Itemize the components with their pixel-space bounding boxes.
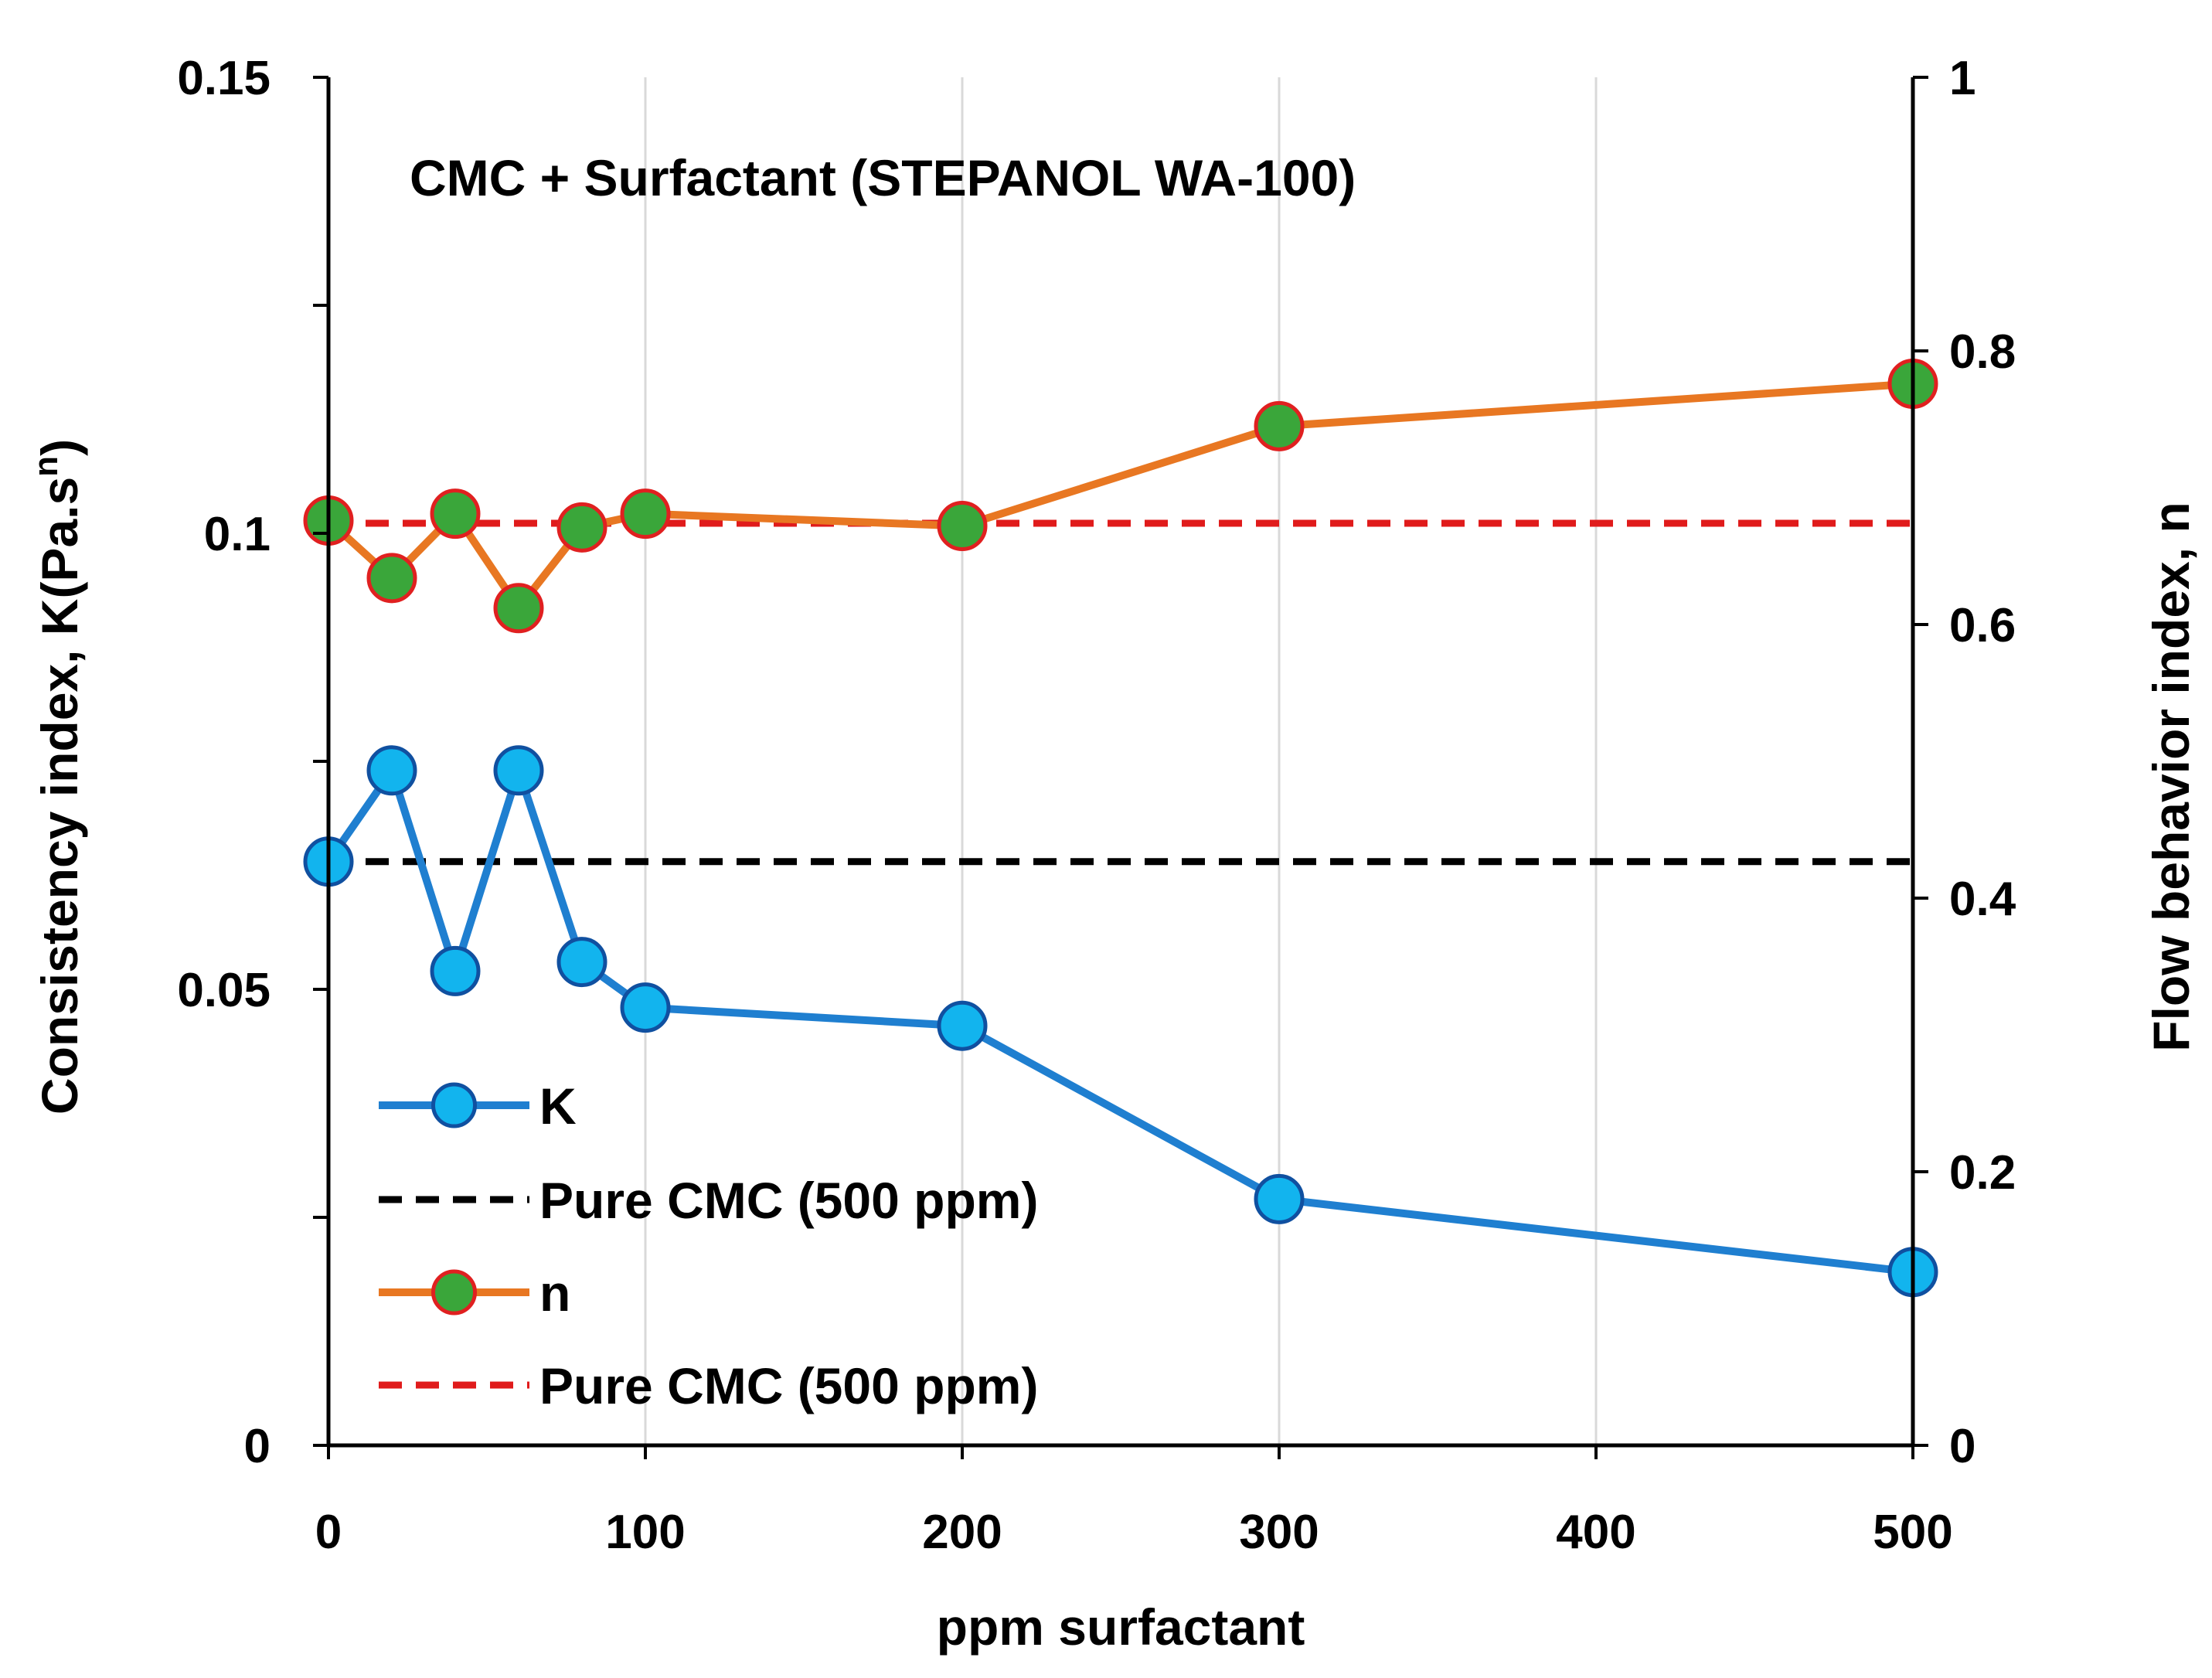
axes (313, 76, 1928, 1459)
legend-label: n (539, 1264, 570, 1322)
legend-label: Pure CMC (500 ppm) (539, 1357, 1038, 1414)
right-axis-tick-label: 0 (1949, 1420, 1975, 1473)
series-n-point (430, 488, 481, 539)
legend-label: Pure CMC (500 ppm) (539, 1172, 1038, 1229)
series-n-point (556, 502, 607, 553)
series (303, 358, 1938, 1298)
x-axis-tick-label: 300 (1239, 1506, 1319, 1559)
series-n-point (366, 553, 417, 604)
right-axis-tick-label: 0.8 (1949, 325, 2016, 379)
left-axis-tick-label: 0.05 (177, 964, 271, 1017)
gridlines (644, 77, 1598, 1445)
left-axis-title-main: Consistency index, K(Pa.s (31, 477, 88, 1115)
chart-annotation: CMC + Surfactant (STEPANOL WA-100) (410, 149, 1356, 206)
x-axis-tick-label: 100 (605, 1506, 685, 1559)
right-axis-tick-label: 0.6 (1949, 599, 2016, 652)
series-K-point (556, 937, 607, 988)
series-K-point (430, 945, 481, 996)
left-axis-tick-label: 0.1 (204, 508, 271, 561)
x-axis-tick-label: 500 (1873, 1506, 1952, 1559)
right-axis-title: Flow behavior index, n (2142, 502, 2200, 1051)
left-axis-title-sup: n (27, 456, 65, 477)
series-n-point (620, 488, 671, 539)
series-K-point (937, 1000, 988, 1051)
x-axis-tick-label: 200 (922, 1506, 1002, 1559)
right-axis-tick-label: 0.4 (1949, 873, 2016, 926)
series-n-point (937, 501, 988, 552)
left-axis-title-close: ) (31, 439, 88, 456)
x-axis-tick-label: 400 (1556, 1506, 1635, 1559)
right-axis-tick-label: 0.2 (1949, 1146, 2016, 1200)
left-axis-tick-label: 0 (244, 1420, 271, 1473)
series-K-point (620, 982, 671, 1033)
legend-swatch-marker (431, 1269, 477, 1316)
series-n-point (493, 583, 544, 634)
series-n-point (1254, 400, 1305, 451)
x-axis-tick-label: 0 (315, 1506, 342, 1559)
legend-swatch-marker (431, 1082, 477, 1128)
series-K-point (493, 745, 544, 796)
series-K-point (1254, 1173, 1305, 1224)
series-K-point (366, 745, 417, 796)
left-axis-tick-label: 0.15 (177, 52, 271, 105)
series-n-line (325, 380, 1914, 612)
tick-labels: 0 0.05 0.1 0.15 0 0.2 0.4 0.6 0.8 1 0 100 200 300 400 5… (177, 52, 2016, 1559)
right-axis-tick-label: 1 (1949, 52, 1975, 105)
x-axis-title: ppm surfactant (937, 1598, 1305, 1656)
legend: K Pure CMC (500 ppm) n Pure CMC (500 ppm) (379, 1077, 1038, 1414)
legend-label: K (539, 1077, 577, 1135)
left-axis-title: Consistency index, K(Pa.sn) (27, 439, 88, 1115)
reference-lines (328, 519, 1913, 866)
